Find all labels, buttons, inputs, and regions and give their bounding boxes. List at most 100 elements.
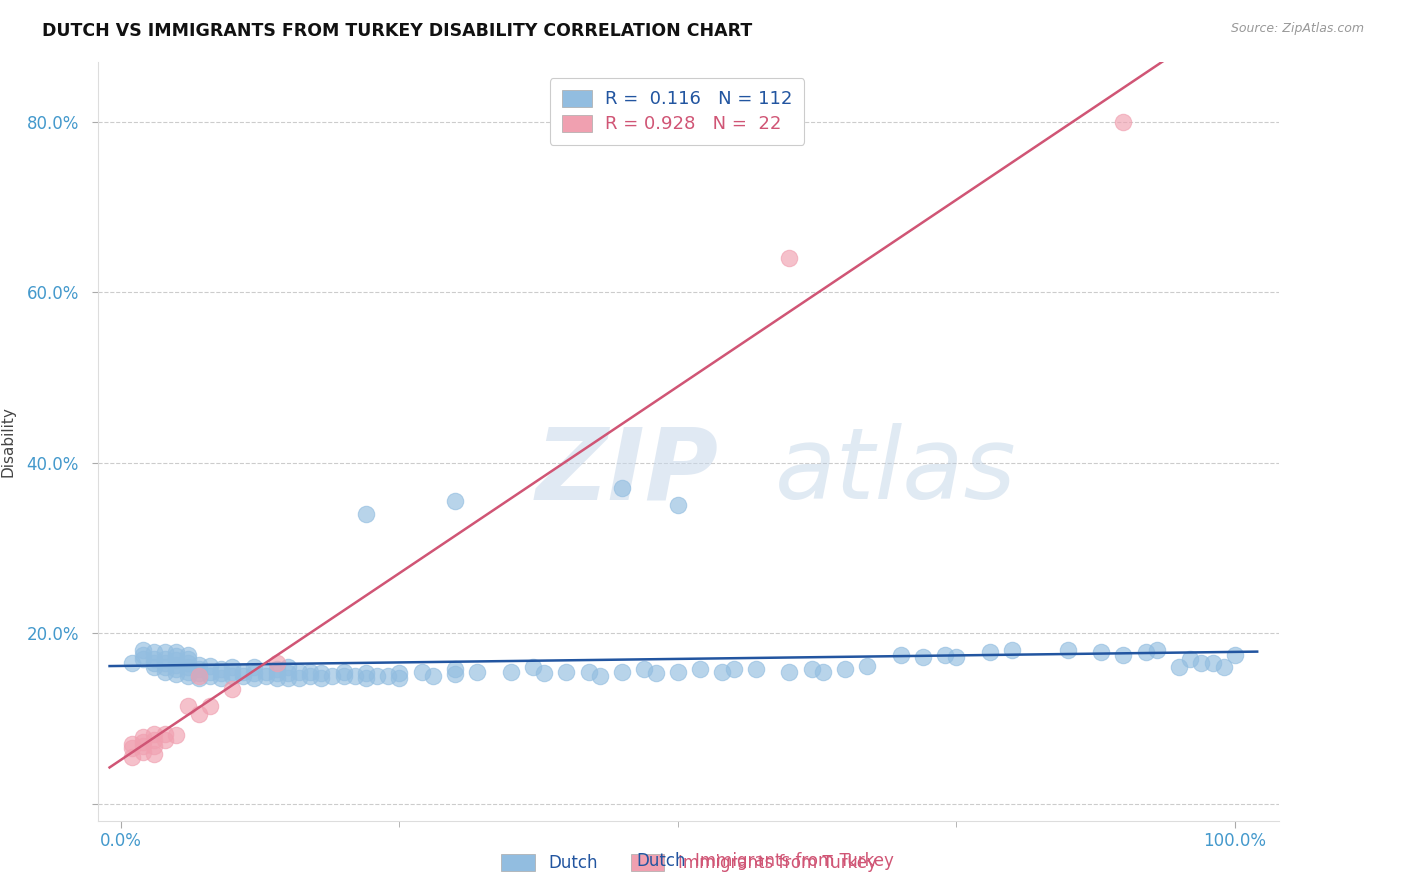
Point [979,645,1001,659]
Point [155,645,177,659]
Point [176,648,198,662]
Point [299,665,322,679]
Point [1056,643,1078,657]
Point [176,665,198,679]
Point [1180,652,1202,666]
Point [354,507,377,521]
Point [143,656,166,670]
Point [1168,660,1191,674]
Point [132,735,155,749]
Point [277,660,299,674]
Point [610,665,633,679]
Point [1146,643,1168,657]
Point [633,662,655,676]
Point [221,681,243,696]
Point [1212,660,1234,674]
Point [187,707,209,722]
Point [266,656,288,670]
Point [1112,115,1135,129]
Point [121,656,143,670]
Point [198,669,221,683]
Point [890,648,912,662]
Point [155,652,177,666]
Point [1223,648,1246,662]
Point [309,666,332,681]
Point [187,666,209,681]
Point [155,656,177,670]
Point [299,669,322,683]
Point [254,669,277,683]
Point [834,662,856,676]
Point [143,652,166,666]
Point [945,650,967,665]
Point [209,666,232,681]
Point [221,660,243,674]
Point [332,665,354,679]
Point [366,669,388,683]
Point [666,665,689,679]
Point [132,643,155,657]
Point [221,665,243,679]
Point [132,739,155,753]
Point [354,671,377,685]
Point [288,671,311,685]
Point [209,671,232,685]
Point [1090,645,1112,659]
Point [422,669,444,683]
Point [176,656,198,670]
Point [132,746,155,760]
Point [254,665,277,679]
Text: DUTCH VS IMMIGRANTS FROM TURKEY DISABILITY CORRELATION CHART: DUTCH VS IMMIGRANTS FROM TURKEY DISABILI… [42,22,752,40]
Point [232,665,254,679]
Point [321,669,343,683]
Text: Source: ZipAtlas.com: Source: ZipAtlas.com [1230,22,1364,36]
Point [132,648,155,662]
Point [277,671,299,685]
Text: Immigrants from Turkey: Immigrants from Turkey [695,852,894,870]
Point [243,660,266,674]
Point [132,652,155,666]
Point [411,665,433,679]
Point [1112,648,1135,662]
Point [277,666,299,681]
Point [444,667,467,681]
Point [911,650,934,665]
Point [209,662,232,676]
Point [288,665,311,679]
Point [143,645,166,659]
Y-axis label: Disability: Disability [0,406,15,477]
Point [143,739,166,753]
Text: atlas: atlas [775,424,1017,520]
Point [745,662,768,676]
Point [165,728,187,742]
Point [1135,645,1157,659]
Point [856,658,879,673]
Text: Dutch: Dutch [636,852,686,870]
Point [266,666,288,681]
Point [243,666,266,681]
Point [187,662,209,676]
Legend: R =  0.116   N = 112, R = 0.928   N =  22: R = 0.116 N = 112, R = 0.928 N = 22 [550,78,804,145]
Point [121,737,143,751]
Point [666,499,689,513]
Point [121,741,143,756]
Point [1191,656,1213,670]
Point [176,669,198,683]
Point [176,698,198,713]
Point [155,665,177,679]
Point [165,667,187,681]
Point [354,666,377,681]
Point [377,669,399,683]
Point [187,671,209,685]
Point [309,671,332,685]
Point [499,665,522,679]
Point [555,665,578,679]
Point [198,698,221,713]
Point [444,662,467,676]
Point [165,657,187,672]
Point [143,727,166,741]
Point [444,494,467,508]
Point [165,649,187,664]
Point [723,662,745,676]
Point [155,660,177,674]
